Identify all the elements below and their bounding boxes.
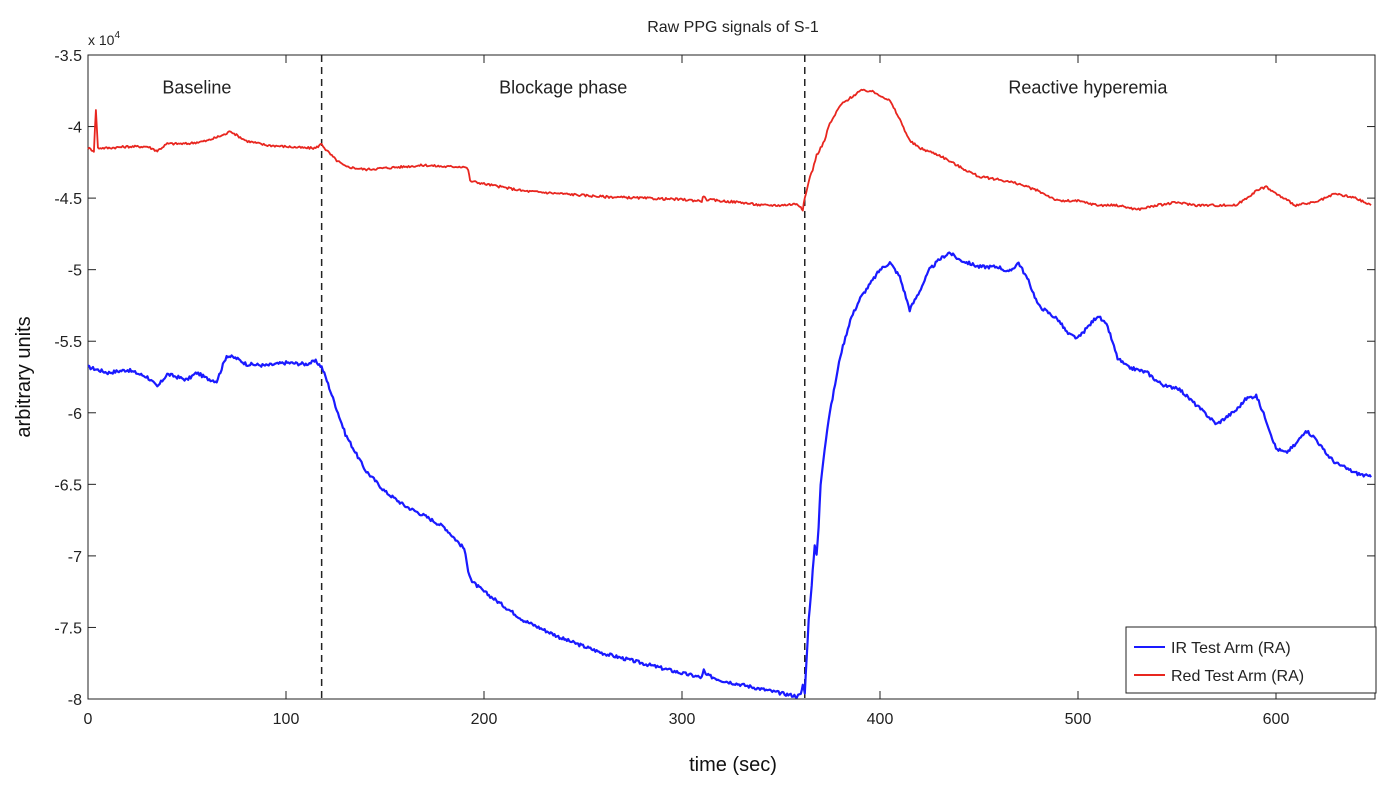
- legend-label-red: Red Test Arm (RA): [1171, 668, 1304, 685]
- y-tick-label: -6.5: [54, 477, 82, 494]
- y-axis-label: arbitrary units: [13, 316, 35, 437]
- x-tick-label: 100: [273, 711, 300, 728]
- x-tick-label: 600: [1263, 711, 1290, 728]
- y-multiplier-exponent: 4: [114, 30, 120, 41]
- x-tick-label: 0: [84, 711, 93, 728]
- phase-label: Reactive hyperemia: [1008, 78, 1168, 98]
- y-tick-label: -4.5: [54, 191, 82, 208]
- y-tick-label: -7: [68, 549, 82, 566]
- y-tick-label: -8: [68, 692, 82, 709]
- legend-label-ir: IR Test Arm (RA): [1171, 640, 1291, 657]
- series-line-ir: [87, 251, 1372, 699]
- legend: IR Test Arm (RA) Red Test Arm (RA): [1125, 626, 1377, 694]
- y-tick-label: -6: [68, 406, 82, 423]
- plot-frame: [87, 54, 1376, 700]
- phase-label: Blockage phase: [499, 78, 627, 98]
- y-tick-label: -3.5: [54, 48, 82, 65]
- x-tick-label: 200: [471, 711, 498, 728]
- phase-label: Baseline: [162, 78, 231, 98]
- x-tick-label: 300: [669, 711, 696, 728]
- y-multiplier: x 104: [88, 30, 120, 48]
- x-tick-label: 500: [1065, 711, 1092, 728]
- y-tick-label: -5: [68, 263, 82, 280]
- y-tick-label: -4: [68, 120, 82, 137]
- y-tick-label: -5.5: [54, 334, 82, 351]
- plot-area: 0 100 200 300 400 500 600 -3.5 -4 -4.5 -5 -5.5 -6 -6.…: [54, 48, 1376, 728]
- y-tick-label: -7.5: [54, 620, 82, 637]
- legend-box: [1125, 626, 1377, 694]
- chart-title: Raw PPG signals of S-1: [647, 19, 819, 36]
- series-line-red: [87, 88, 1372, 212]
- x-axis-label: time (sec): [689, 754, 777, 776]
- x-tick-label: 400: [867, 711, 894, 728]
- y-multiplier-base: x 10: [88, 32, 115, 48]
